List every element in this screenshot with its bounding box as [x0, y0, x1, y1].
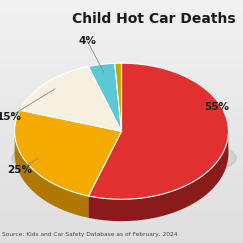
- Text: 55%: 55%: [204, 102, 229, 112]
- Polygon shape: [88, 63, 122, 131]
- Polygon shape: [20, 67, 122, 131]
- Polygon shape: [88, 128, 228, 221]
- Text: 4%: 4%: [78, 36, 96, 46]
- Text: Child Hot Car Deaths: Child Hot Car Deaths: [72, 12, 236, 26]
- Polygon shape: [15, 110, 122, 196]
- Polygon shape: [88, 63, 228, 199]
- Polygon shape: [115, 63, 122, 131]
- Text: 25%: 25%: [7, 165, 32, 175]
- Text: Source: Kids and Car Safety Database as of February, 2024: Source: Kids and Car Safety Database as …: [2, 232, 178, 237]
- Text: 15%: 15%: [0, 112, 22, 122]
- Polygon shape: [15, 128, 88, 218]
- Ellipse shape: [12, 134, 236, 182]
